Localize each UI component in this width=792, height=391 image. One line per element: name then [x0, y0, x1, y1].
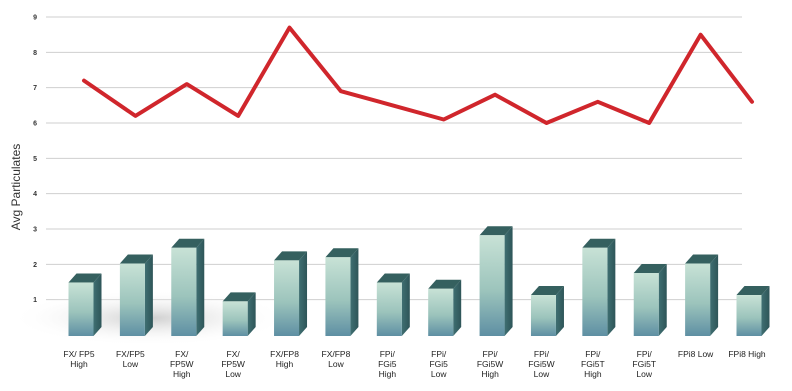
bar-series [68, 226, 770, 336]
line-series [82, 25, 754, 125]
y-tick-label: 9 [33, 15, 37, 22]
bar [222, 292, 256, 336]
x-tick-label: FPi8 High [728, 349, 766, 359]
x-tick-label: FPi/FGi5T High [581, 349, 605, 379]
x-tick-label: FPi/FGi5W Low [528, 349, 554, 379]
x-tick-labels: FX/ FP5 High FX/FP5 Low FX/FP5W High FX/FP5W Lo… [63, 349, 766, 379]
bar [119, 254, 153, 336]
y-tick-label: 8 [33, 50, 37, 57]
bar [376, 273, 410, 336]
bar [685, 254, 719, 336]
gridlines [46, 16, 742, 301]
bar [325, 248, 359, 336]
bar [633, 264, 667, 336]
y-tick-label: 7 [33, 85, 37, 92]
x-tick-label: FPi8 Low [678, 349, 714, 359]
x-tick-label: FPi/FGi5W High [477, 349, 503, 379]
y-tick-label: 5 [33, 156, 37, 163]
line-series-path [82, 25, 754, 125]
y-tick-label: 6 [33, 121, 37, 128]
y-axis-label: Avg Particulates [9, 144, 23, 231]
y-tick-label: 1 [33, 297, 37, 304]
x-tick-label: FX/FP8 Low [322, 349, 351, 369]
x-tick-label: FX/ FP5 High [63, 349, 94, 369]
x-tick-label: FPi/FGi5 High [378, 349, 397, 379]
y-tick-label: 2 [33, 262, 37, 269]
bar [479, 226, 513, 336]
y-tick-label: 4 [33, 191, 37, 198]
x-tick-label: FX/FP5W Low [221, 349, 245, 379]
bar [274, 251, 308, 336]
bar [582, 238, 616, 336]
x-tick-label: FX/FP5 Low [116, 349, 145, 369]
x-tick-label: FPi/FGi5T Low [632, 349, 656, 379]
y-tick-label: 3 [33, 227, 37, 234]
y-tick-labels: 1 2 3 4 5 6 7 8 9 [33, 15, 37, 305]
bar [530, 286, 564, 336]
bar [736, 286, 770, 336]
bar [68, 273, 102, 336]
x-tick-label: FX/FP5W High [170, 349, 194, 379]
x-tick-label: FX/FP8 High [270, 349, 299, 369]
x-tick-label: FPi/FGi5 Low [429, 349, 448, 379]
bar [428, 279, 462, 336]
bar [171, 238, 205, 336]
